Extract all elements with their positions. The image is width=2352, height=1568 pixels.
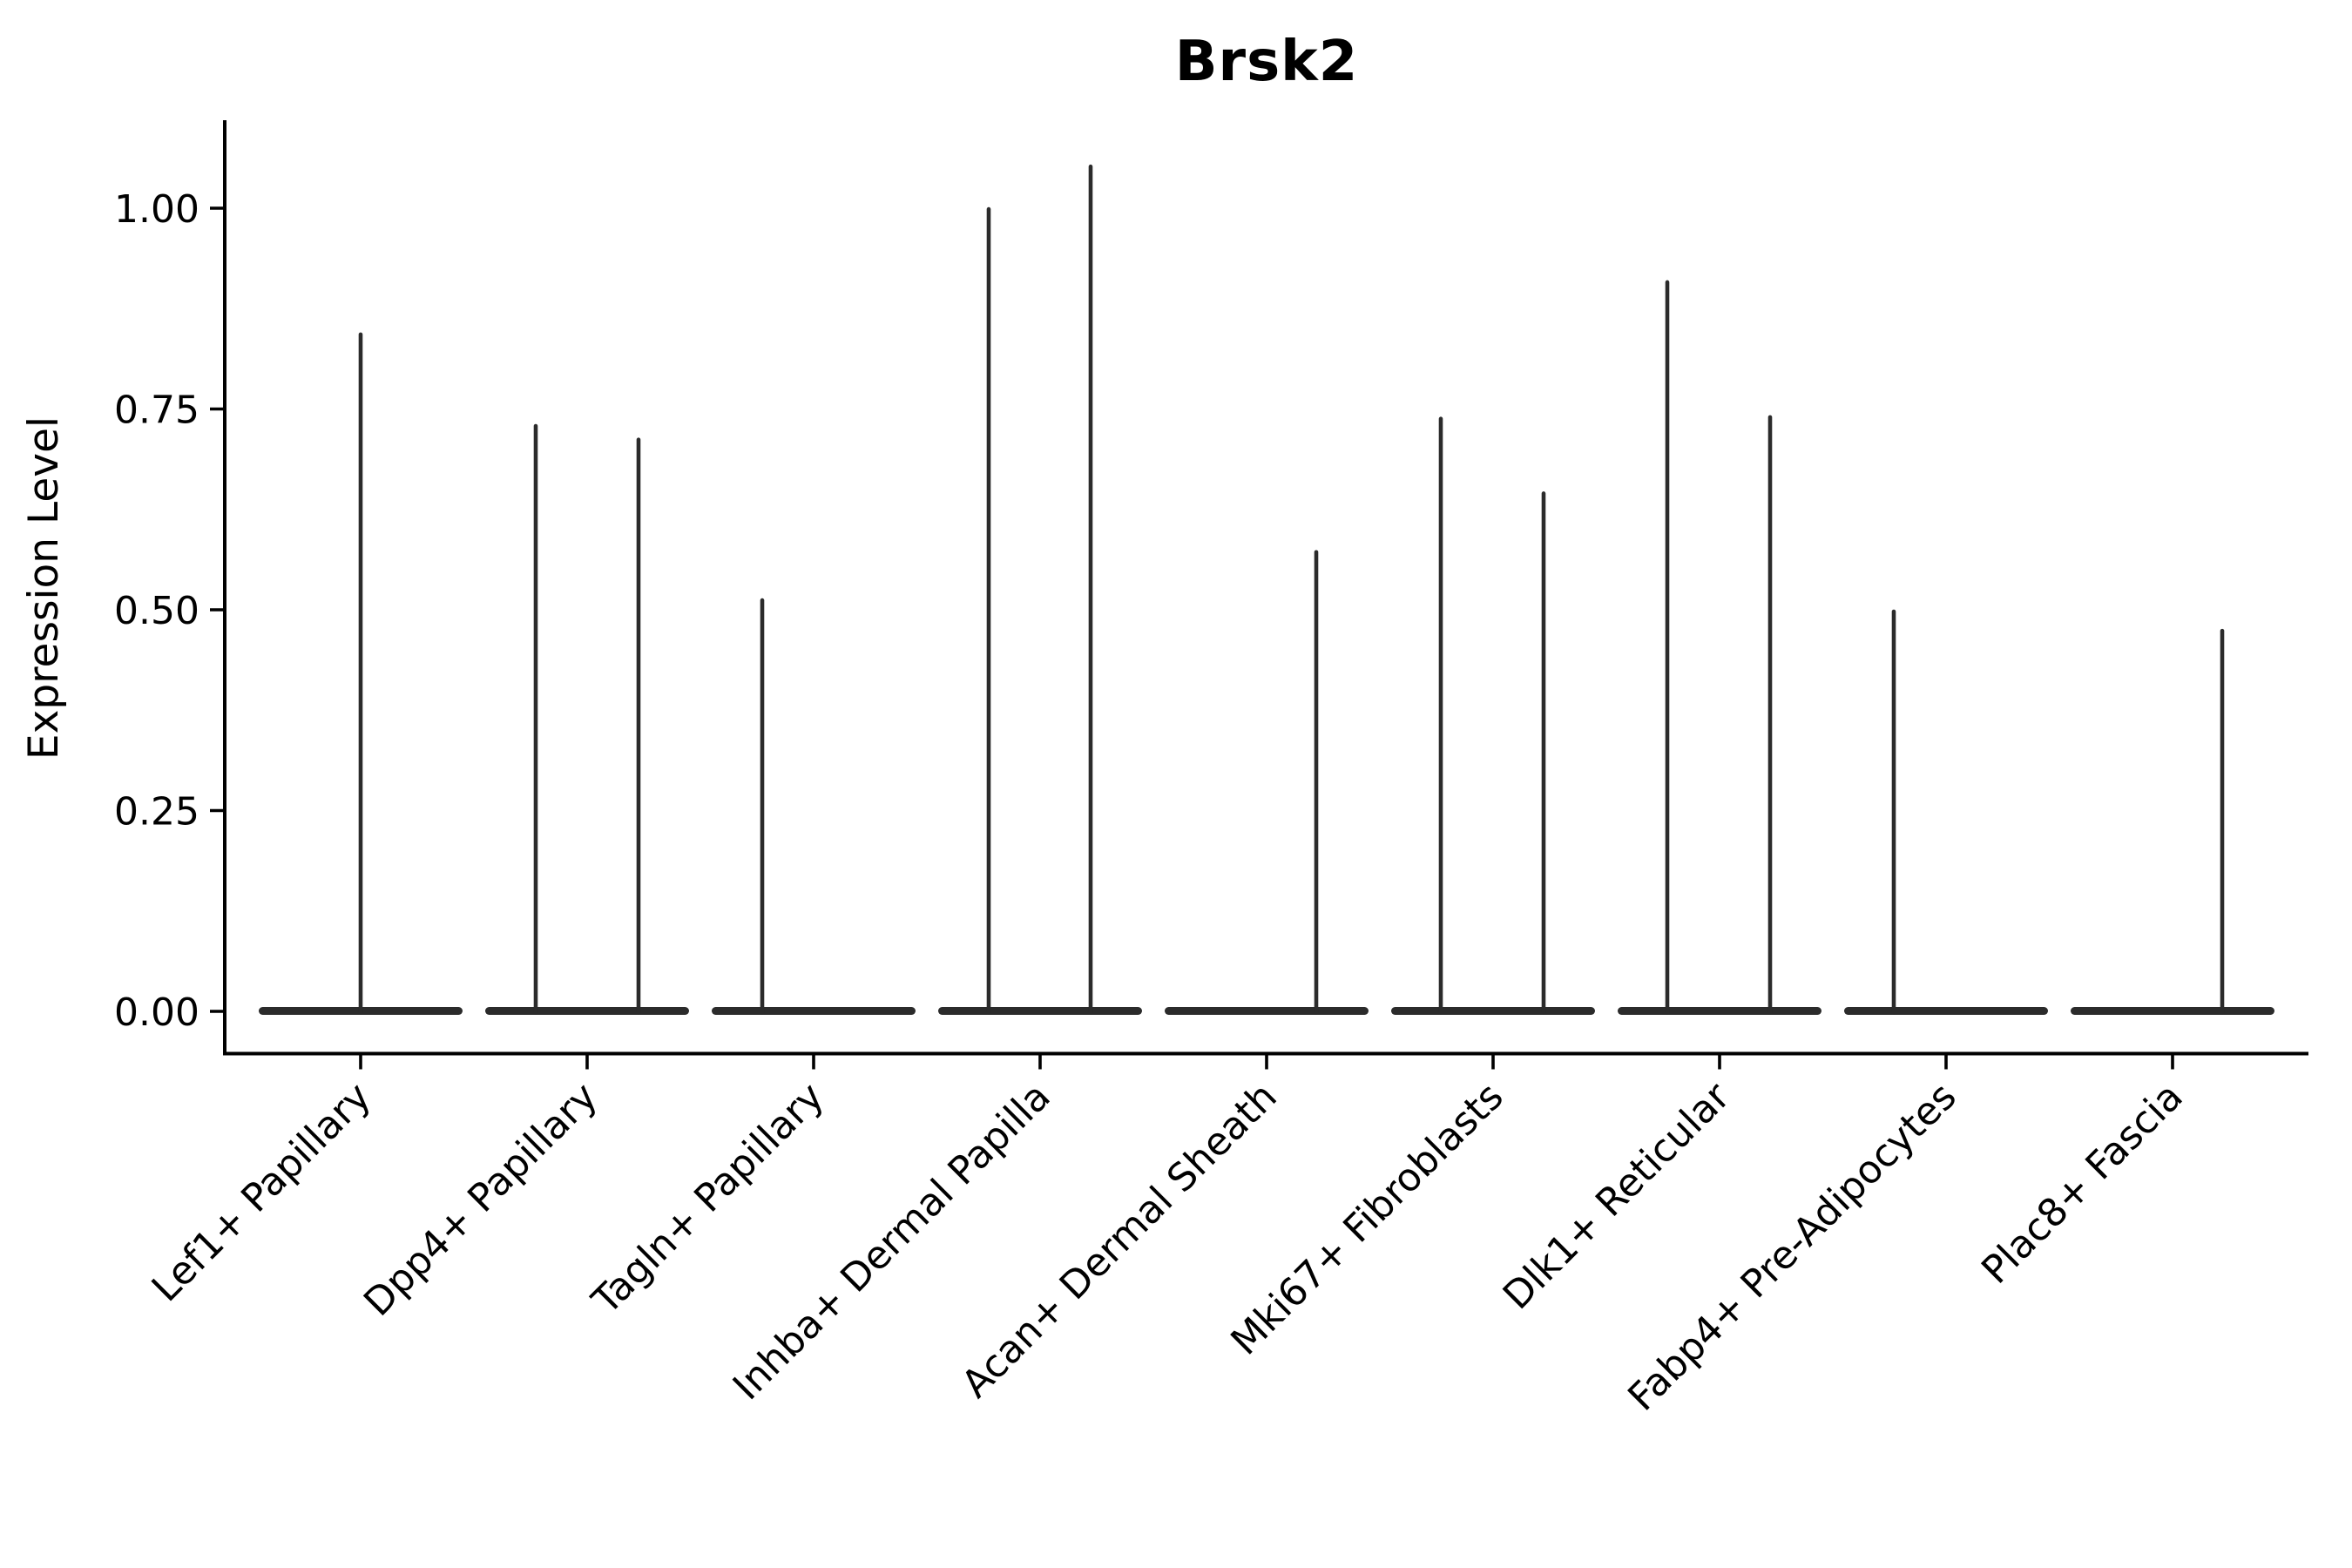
y-tick-label: 0.50 xyxy=(114,589,199,633)
x-tick-label: Dlk1+ Reticular xyxy=(1495,1074,1740,1319)
y-tick-label: 0.75 xyxy=(114,389,199,433)
x-tick-label: Tagln+ Papillary xyxy=(584,1074,833,1323)
violin-zero-body xyxy=(1165,1007,1369,1015)
x-tick-label: Plac8+ Fascia xyxy=(1973,1074,2192,1293)
violin-zero-body xyxy=(485,1007,689,1015)
violin-zero-body xyxy=(1391,1007,1595,1015)
violin-zero-body xyxy=(938,1007,1142,1015)
x-tick-label: Dpp4+ Papillary xyxy=(355,1074,606,1325)
violin-zero-body xyxy=(2071,1007,2274,1015)
violin-zero-body xyxy=(1844,1007,2048,1015)
y-tick-label: 1.00 xyxy=(114,187,199,232)
chart-title: Brsk2 xyxy=(1174,30,1359,94)
violin-zero-body xyxy=(712,1007,916,1015)
x-tick-label: Lef1+ Papillary xyxy=(144,1074,380,1310)
y-tick-label: 0.00 xyxy=(114,990,199,1035)
y-tick-label: 0.25 xyxy=(114,790,199,835)
violin-zero-body xyxy=(1618,1007,1821,1015)
